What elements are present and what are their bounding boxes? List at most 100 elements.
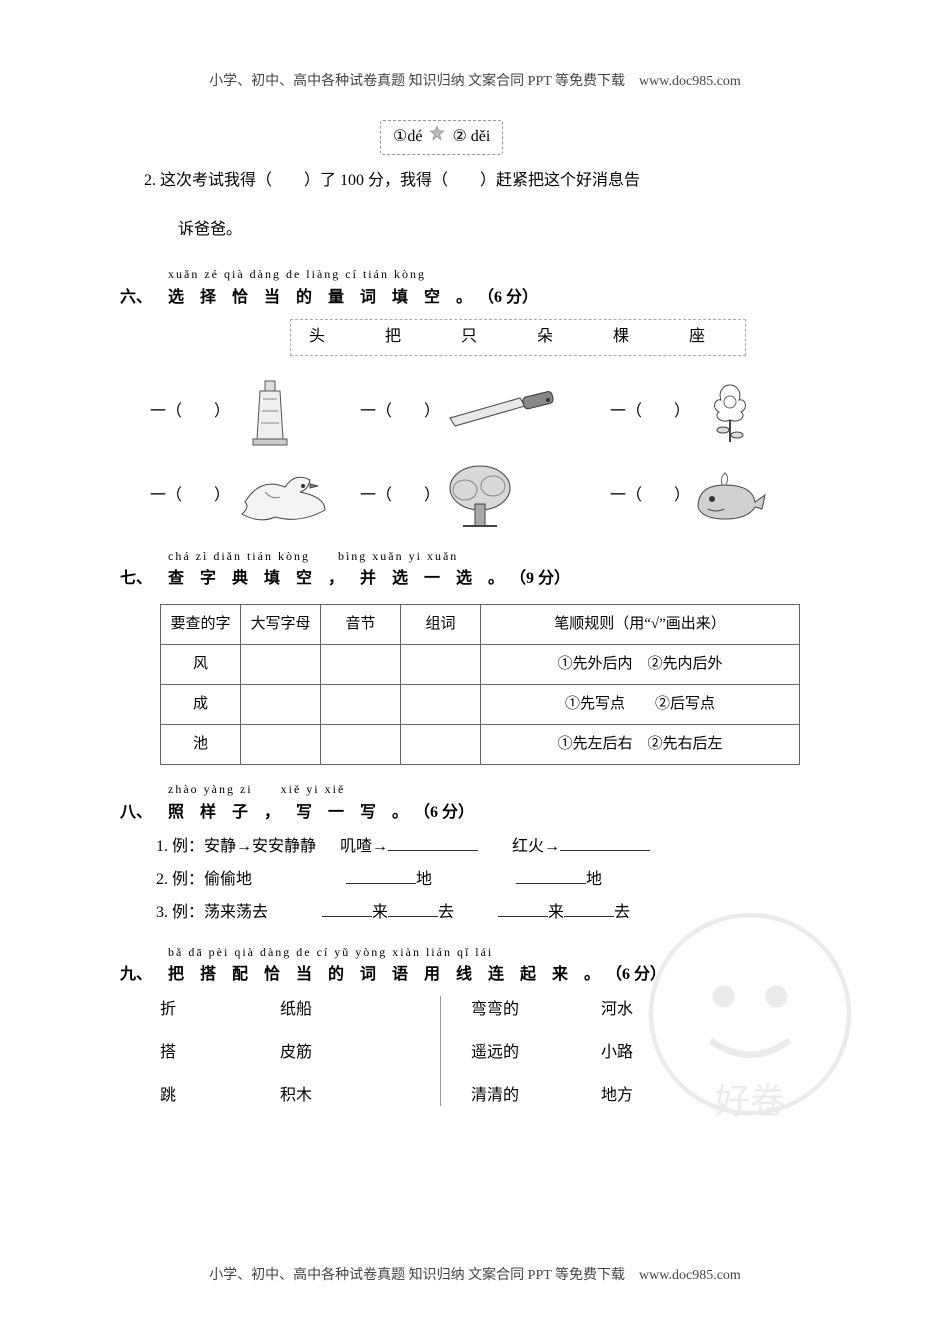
- cell-blank[interactable]: [321, 684, 401, 724]
- pinyin: bǎ dā pèi qià dàng de cí yǔ yòng xiàn li…: [168, 942, 830, 964]
- section-number: 六、: [120, 284, 168, 313]
- k1: 来: [548, 904, 564, 921]
- example-2: 2. 例：偷偷地 地 地: [156, 866, 830, 895]
- k2: 去: [438, 904, 454, 921]
- example-1: 1. 例：安静→安安静静 叽喳→ 红火→: [156, 833, 830, 862]
- page-content: ①dé ② děi 2. 这次考试我得（ ）了 100 分，我得（ ）赶紧把这个…: [120, 120, 830, 1111]
- blank[interactable]: 一（ ）: [360, 398, 440, 427]
- item-number: 3.: [156, 904, 168, 921]
- section-6-title: xuǎn zé qià dàng de liàng cí tián kòng 六…: [120, 264, 830, 312]
- cell-blank[interactable]: [401, 644, 481, 684]
- blank[interactable]: 一（ ）: [360, 482, 440, 511]
- matching-block: 折 搭 跳 纸船 皮筋 积木 弯弯的 遥远的 清清的 河水 小路 地方: [160, 996, 830, 1110]
- section-8-title: zhào yàng zi xiě yi xiě 八、 照 样 子 ， 写 一 写…: [120, 779, 830, 827]
- item-number: 1.: [156, 838, 168, 855]
- section-number: 七、: [120, 565, 168, 594]
- blank[interactable]: [560, 834, 650, 852]
- divider: [440, 996, 441, 1106]
- blank[interactable]: 一（ ）: [610, 398, 690, 427]
- pinyin: zhào yàng zi xiě yi xiě: [168, 779, 830, 801]
- blank[interactable]: [388, 899, 438, 917]
- example-3: 3. 例：荡来荡去 来去 来去: [156, 899, 830, 928]
- blank[interactable]: [564, 899, 614, 917]
- rose-icon: [690, 378, 770, 448]
- match-item[interactable]: 跳: [160, 1082, 280, 1111]
- blank[interactable]: 一（ ）: [150, 482, 230, 511]
- prompt-b: 红火→: [512, 838, 560, 855]
- match-right-b: 河水 小路 地方: [601, 996, 721, 1110]
- cell-char: 成: [161, 684, 241, 724]
- option-1: ①dé: [393, 128, 422, 145]
- match-item[interactable]: 小路: [601, 1039, 721, 1068]
- section-9-title: bǎ dā pèi qià dàng de cí yǔ yòng xiàn li…: [120, 942, 830, 990]
- blank[interactable]: [322, 899, 372, 917]
- match-item[interactable]: 搭: [160, 1039, 280, 1068]
- dove-icon: [230, 462, 340, 532]
- cell-blank[interactable]: [241, 644, 321, 684]
- item-number: 2.: [156, 871, 168, 888]
- cell-dove: 一（ ）: [150, 462, 360, 532]
- section-number: 八、: [120, 799, 168, 828]
- sentence-part1: 这次考试我得（ ）了 100 分，我得（ ）赶紧把这个好消息告: [160, 172, 640, 189]
- measure-row-1: 一（ ） 一（ ） 一（ ）: [150, 378, 830, 448]
- blank[interactable]: [346, 867, 416, 885]
- table-row: 风 ①先外后内 ②先内后外: [161, 644, 800, 684]
- cell-tower: 一（ ）: [150, 378, 360, 448]
- section-text: 选 择 恰 当 的 量 词 填 空 。: [168, 284, 478, 313]
- col-rule: 笔顺规则（用“√”画出来）: [481, 604, 800, 644]
- section-number: 九、: [120, 961, 168, 990]
- pronunciation-options: ①dé ② děi: [380, 120, 503, 155]
- match-item[interactable]: 遥远的: [471, 1039, 601, 1068]
- page-header: 小学、初中、高中各种试卷真题 知识归纳 文案合同 PPT 等免费下载 www.d…: [0, 70, 950, 90]
- match-item[interactable]: 纸船: [280, 996, 410, 1025]
- cell-blank[interactable]: [241, 684, 321, 724]
- blank[interactable]: 一（ ）: [150, 398, 230, 427]
- example-text: 例：安静→安安静静: [172, 838, 316, 855]
- section-7-title: chá zì diǎn tián kòng bìng xuǎn yi xuǎn …: [120, 546, 830, 594]
- match-item[interactable]: 皮筋: [280, 1039, 410, 1068]
- match-item[interactable]: 清清的: [471, 1082, 601, 1111]
- blank[interactable]: 一（ ）: [610, 482, 690, 511]
- section-text: 照 样 子 ， 写 一 写 。: [168, 799, 414, 828]
- match-item[interactable]: 折: [160, 996, 280, 1025]
- col-letter: 大写字母: [241, 604, 321, 644]
- match-item[interactable]: 积木: [280, 1082, 410, 1111]
- page-footer: 小学、初中、高中各种试卷真题 知识归纳 文案合同 PPT 等免费下载 www.d…: [0, 1264, 950, 1284]
- match-left-b: 纸船 皮筋 积木: [280, 996, 410, 1110]
- match-item[interactable]: 弯弯的: [471, 996, 601, 1025]
- match-right-a: 弯弯的 遥远的 清清的: [471, 996, 601, 1110]
- star-icon: [426, 123, 448, 152]
- match-item[interactable]: 地方: [601, 1082, 721, 1111]
- blank[interactable]: [516, 867, 586, 885]
- pinyin: xuǎn zé qià dàng de liàng cí tián kòng: [168, 264, 830, 286]
- table-header-row: 要查的字 大写字母 音节 组词 笔顺规则（用“√”画出来）: [161, 604, 800, 644]
- cell-blank[interactable]: [321, 644, 401, 684]
- measure-words-box: 头 把 只 朵 棵 座: [290, 319, 746, 356]
- cell-blank[interactable]: [401, 684, 481, 724]
- col-word: 组词: [401, 604, 481, 644]
- cell-knife: 一（ ）: [360, 378, 610, 448]
- cell-char: 风: [161, 644, 241, 684]
- cell-rule[interactable]: ①先左后右 ②先右后左: [481, 724, 800, 764]
- section-text: 查 字 典 填 空 ， 并 选 一 选 。: [168, 565, 510, 594]
- blank[interactable]: [388, 834, 478, 852]
- cell-rule[interactable]: ①先外后内 ②先内后外: [481, 644, 800, 684]
- cell-rule[interactable]: ①先写点 ②后写点: [481, 684, 800, 724]
- cell-blank[interactable]: [241, 724, 321, 764]
- measure-row-2: 一（ ） 一（ ） 一（ ）: [150, 462, 830, 532]
- cell-blank[interactable]: [401, 724, 481, 764]
- cell-blank[interactable]: [321, 724, 401, 764]
- section-score: （6 分）: [606, 961, 666, 990]
- section-score: （9 分）: [510, 565, 570, 594]
- option-2: ② děi: [452, 128, 490, 145]
- dictionary-table: 要查的字 大写字母 音节 组词 笔顺规则（用“√”画出来） 风 ①先外后内 ②先…: [160, 604, 800, 765]
- col-char: 要查的字: [161, 604, 241, 644]
- whale-icon: [690, 462, 770, 532]
- table-row: 池 ①先左后右 ②先右后左: [161, 724, 800, 764]
- tower-icon: [230, 378, 310, 448]
- blank[interactable]: [498, 899, 548, 917]
- example-text: 例：偷偷地: [172, 871, 252, 888]
- cell-tree: 一（ ）: [360, 462, 610, 532]
- section-score: （6 分）: [478, 284, 538, 313]
- match-item[interactable]: 河水: [601, 996, 721, 1025]
